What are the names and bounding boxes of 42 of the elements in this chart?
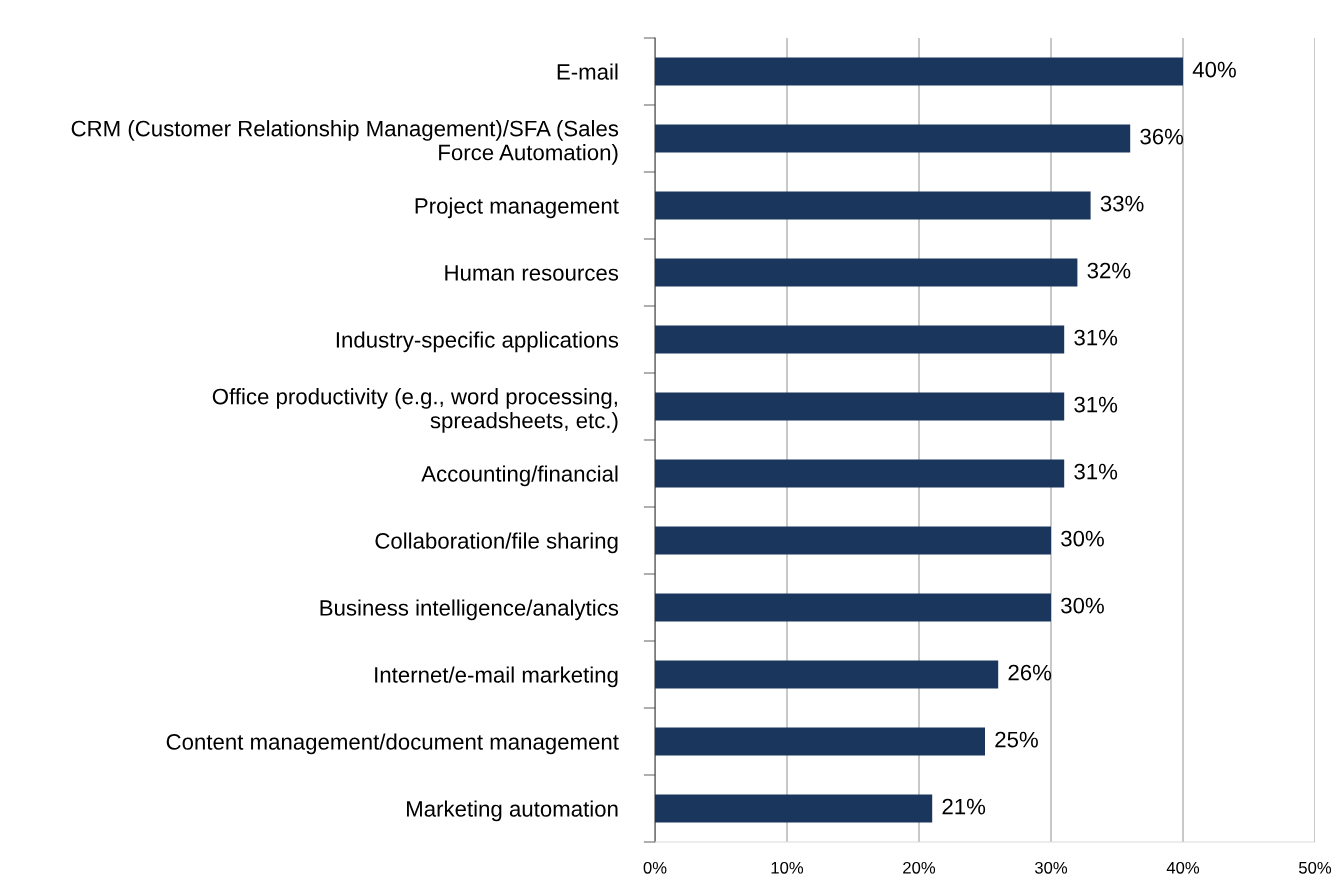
- y-tick-label: Project management: [415, 197, 619, 219]
- x-tick-label: 20%: [903, 861, 936, 874]
- data-label: 32%: [1087, 262, 1131, 279]
- x-tick-label: 40%: [1166, 861, 1200, 874]
- bar: [655, 325, 1065, 354]
- bar: [655, 459, 1065, 488]
- y-tick-label: Collaboration/file sharing: [375, 532, 618, 554]
- bar: [655, 124, 1131, 153]
- data-label: 25%: [995, 731, 1038, 748]
- x-tick-label: 10%: [771, 861, 804, 874]
- y-tick-label: CRM (Customer Relationship Management)/SFA (Sales Force Automation): [71, 120, 619, 165]
- data-label: 21%: [942, 798, 986, 815]
- bar: [655, 794, 933, 823]
- y-tick-label: Content management/document management: [166, 733, 619, 755]
- bar: [655, 727, 985, 756]
- y-tick-label: Accounting/financial: [421, 465, 618, 487]
- x-tick-label: 30%: [1034, 861, 1068, 874]
- data-label: 31%: [1074, 329, 1118, 346]
- bar: [655, 258, 1078, 287]
- bar: [655, 593, 1051, 622]
- y-tick-label: Business intelligence/analytics: [320, 599, 619, 621]
- bar: [655, 526, 1051, 555]
- data-label: 31%: [1074, 396, 1118, 413]
- bar: [655, 660, 999, 689]
- bar: [655, 57, 1183, 86]
- data-label: 33%: [1100, 195, 1144, 212]
- bar: [655, 392, 1065, 421]
- data-label: 30%: [1061, 530, 1104, 547]
- y-tick-label: E-mail: [557, 63, 618, 80]
- y-tick-label: Office productivity (e.g., word processing, spreadsheets, etc.): [212, 388, 618, 433]
- data-label: 36%: [1140, 128, 1184, 145]
- data-label: 31%: [1074, 463, 1118, 480]
- y-tick-label: Internet/e-mail marketing: [375, 666, 618, 688]
- x-tick-label: 0%: [643, 861, 667, 874]
- data-label: 40%: [1192, 61, 1236, 78]
- bar: [655, 191, 1091, 220]
- y-tick-label: Marketing automation: [407, 800, 618, 822]
- y-tick-label: Industry-specific applications: [336, 331, 619, 353]
- y-tick-label: Human resources: [445, 265, 619, 281]
- x-tick-label: 50%: [1298, 861, 1332, 874]
- data-label: 26%: [1008, 664, 1052, 681]
- data-label: 30%: [1061, 597, 1104, 614]
